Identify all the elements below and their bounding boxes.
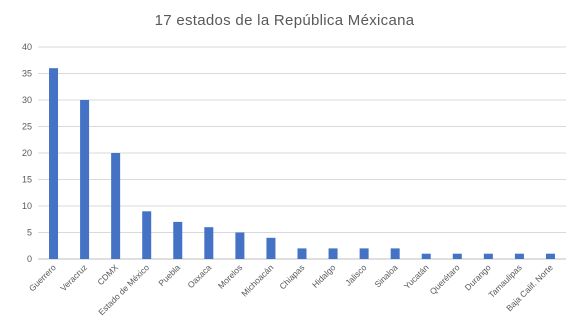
bar [235,232,245,259]
bar [421,253,431,259]
x-tick-label: Hidalgo [310,262,338,290]
y-tick-label: 15 [22,175,32,185]
x-tick-label: Veracruz [58,262,89,293]
y-tick-label: 25 [22,122,32,132]
x-tick-label: Querétaro [428,262,462,296]
x-tick-label: Oaxaca [185,262,213,290]
x-tick-label: Sinaloa [372,262,399,289]
x-tick-label: Yucatán [402,262,431,291]
y-tick-label: 0 [27,254,32,264]
y-tick-label: 20 [22,148,32,158]
x-tick-label: Puebla [156,262,182,288]
bar [173,221,183,259]
bar [359,248,369,259]
bar [266,237,276,259]
bar [142,211,152,259]
bars [49,68,555,259]
bar [297,248,307,259]
bar [111,153,121,259]
y-tick-label: 40 [22,42,32,52]
bar [80,100,90,259]
bar [328,248,338,259]
bar [49,68,59,259]
bar [452,253,462,259]
x-tick-label: Morelos [216,262,244,290]
x-tick-label: CDMX [95,262,120,287]
x-tick-label: Guerrero [27,262,58,293]
bar [204,227,214,259]
bar [483,253,493,259]
y-tick-label: 30 [22,95,32,105]
x-tick-label: Jalisco [343,262,369,288]
y-tick-label: 35 [22,69,32,79]
chart-title: 17 estados de la República Méxicana [154,12,415,29]
bar [514,253,524,259]
bar [545,253,555,259]
x-tick-label: Chiapas [277,262,306,291]
x-tick-label: Michoacán [239,262,275,298]
bar [390,248,400,259]
y-tick-label: 10 [22,201,32,211]
y-axis-ticks: 0 5 10 15 20 25 30 35 40 [22,42,32,264]
x-tick-label: Durango [463,262,493,292]
y-tick-label: 5 [27,228,32,238]
